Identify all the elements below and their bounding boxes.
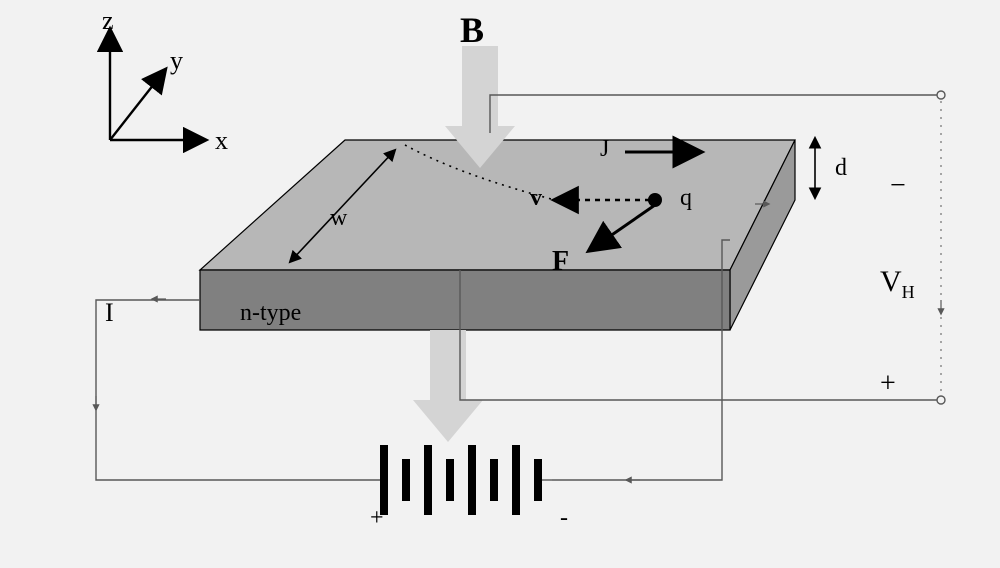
battery-plate <box>534 459 542 501</box>
b-arrow-bottom <box>413 330 483 442</box>
vector-f-label: F <box>552 246 569 278</box>
terminal-top <box>937 91 945 99</box>
dim-w-label: w <box>330 205 347 232</box>
terminal-bottom <box>937 396 945 404</box>
battery-plate <box>402 459 410 501</box>
axis-y <box>110 70 165 140</box>
axis-z-label: z <box>102 6 114 36</box>
label-i: I <box>105 298 114 328</box>
vh-minus: − <box>890 170 906 202</box>
battery-plate <box>512 445 520 515</box>
diagram-svg <box>0 0 1000 568</box>
axis-y-label: y <box>170 46 183 76</box>
axis-x-label: x <box>215 126 228 156</box>
vh-plus: + <box>880 368 896 400</box>
battery <box>380 445 542 515</box>
battery-plate <box>424 445 432 515</box>
dim-d-label: d <box>835 155 847 182</box>
vector-v-label: v <box>530 185 542 212</box>
battery-plus: + <box>370 505 384 532</box>
battery-minus: - <box>560 505 568 532</box>
charge-dot <box>648 193 662 207</box>
b-label: B <box>460 9 484 51</box>
battery-plate <box>490 459 498 501</box>
slab-top <box>200 140 795 270</box>
label-vh: VH <box>880 265 915 303</box>
battery-plate <box>446 459 454 501</box>
vector-j-label: J <box>600 136 609 163</box>
hall-effect-diagram: n-type Bx z y Jq v Fw d I + - VH − + <box>0 0 1000 568</box>
circuit-vh-top <box>490 95 937 133</box>
battery-plate <box>468 445 476 515</box>
charge-label: q <box>680 185 692 212</box>
material-label: n-type <box>240 300 301 327</box>
